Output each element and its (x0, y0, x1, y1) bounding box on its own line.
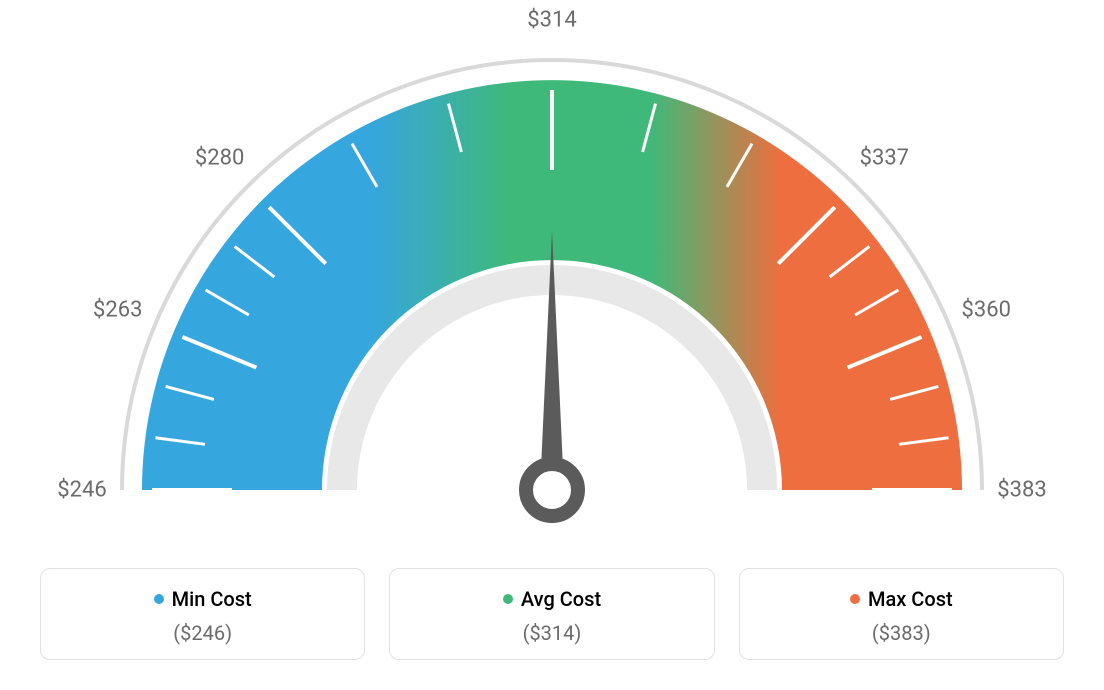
gauge-tick-label: $246 (57, 478, 106, 503)
gauge-tick-label: $314 (527, 8, 576, 33)
gauge-tick-label: $263 (93, 298, 142, 323)
legend-max-box: Max Cost ($383) (739, 568, 1064, 660)
legend-min-box: Min Cost ($246) (40, 568, 365, 660)
gauge-svg (0, 0, 1104, 560)
legend-min-value: ($246) (51, 621, 354, 645)
legend-max-text: Max Cost (868, 587, 953, 611)
gauge-tick-label: $280 (195, 145, 244, 170)
gauge-tick-label: $360 (961, 298, 1010, 323)
legend-min-text: Min Cost (172, 587, 252, 611)
dot-icon (850, 594, 860, 604)
legend-avg-box: Avg Cost ($314) (389, 568, 714, 660)
legend-avg-text: Avg Cost (521, 587, 601, 611)
cost-gauge-container: $246 $263 $280 $314 $337 $360 $383 Min Cost ($… (0, 0, 1104, 690)
legend-min-label: Min Cost (154, 587, 252, 611)
dot-icon (154, 594, 164, 604)
legend-max-label: Max Cost (850, 587, 953, 611)
legend-avg-label: Avg Cost (503, 587, 601, 611)
legend-row: Min Cost ($246) Avg Cost ($314) Max Cost… (40, 568, 1064, 660)
gauge-tick-label: $337 (860, 145, 909, 170)
gauge-chart: $246 $263 $280 $314 $337 $360 $383 (0, 0, 1104, 560)
dot-icon (503, 594, 513, 604)
legend-avg-value: ($314) (400, 621, 703, 645)
gauge-tick-label: $383 (997, 478, 1046, 503)
legend-max-value: ($383) (750, 621, 1053, 645)
